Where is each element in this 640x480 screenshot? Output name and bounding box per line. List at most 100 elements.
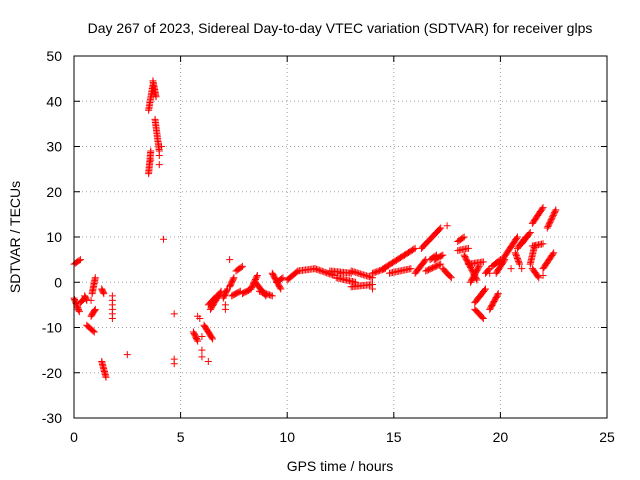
data-point (198, 333, 206, 341)
data-point (371, 268, 379, 276)
data-point (515, 259, 523, 267)
y-tick-label: 20 (46, 184, 62, 200)
data-point (263, 290, 271, 298)
data-point (194, 337, 202, 345)
data-point (485, 266, 493, 274)
x-tick-label: 0 (70, 429, 78, 445)
data-point (237, 263, 245, 271)
data-point (494, 291, 502, 299)
data-point (479, 314, 487, 322)
data-point (318, 267, 326, 275)
data-point (311, 265, 319, 273)
data-point (229, 275, 237, 283)
data-point (279, 274, 287, 282)
data-point (198, 346, 206, 354)
data-point (552, 206, 560, 214)
data-point (464, 244, 472, 252)
chart-title: Day 267 of 2023, Sidereal Day-to-day VTE… (88, 20, 593, 36)
x-tick-label: 15 (386, 429, 402, 445)
data-point (278, 275, 286, 283)
data-point (539, 271, 547, 279)
data-point (479, 258, 487, 266)
data-point (75, 306, 83, 314)
y-tick-label: -20 (42, 365, 62, 381)
y-tick-label: 0 (54, 274, 62, 290)
data-point (226, 256, 234, 264)
data-point (513, 234, 521, 242)
data-point (507, 265, 515, 273)
data-point (194, 312, 202, 320)
x-tick-label: 20 (493, 429, 509, 445)
data-point (539, 204, 547, 212)
data-point (89, 327, 97, 335)
x-tick-label: 10 (279, 429, 295, 445)
data-point (198, 353, 206, 361)
data-point (368, 269, 376, 277)
data-point (91, 307, 99, 315)
data-point (204, 357, 212, 365)
x-tick-label: 25 (599, 429, 615, 445)
y-axis-label: SDTVAR / TECUs (7, 181, 23, 293)
data-point (516, 260, 524, 268)
data-point (315, 266, 323, 274)
data-point (376, 267, 384, 275)
data-point (193, 336, 201, 344)
data-point (549, 250, 557, 258)
data-point (147, 147, 155, 155)
data-point (160, 235, 168, 243)
data-point (265, 291, 273, 299)
data-point (551, 207, 559, 215)
data-point (438, 252, 446, 260)
data-point (534, 272, 542, 280)
tick-labels: 0 5 10 15 20 25 -30 -20 -10 0 10 20 30 40 50 (42, 48, 615, 445)
data-point (370, 269, 378, 277)
data-point (90, 328, 98, 336)
data-point (435, 261, 443, 269)
plot-frame (73, 55, 608, 419)
data-point (525, 230, 533, 238)
data-point (337, 269, 344, 277)
data-point (260, 289, 268, 297)
data-point (276, 284, 284, 292)
data-point (374, 267, 382, 275)
data-point (321, 268, 329, 276)
data-point (123, 351, 131, 359)
data-point (439, 251, 447, 259)
data-point (538, 205, 546, 213)
data-point (368, 285, 376, 293)
data-point (261, 289, 269, 297)
x-tick-label: 5 (177, 429, 185, 445)
data-point (255, 287, 263, 295)
data-point (460, 233, 468, 241)
y-tick-label: 40 (46, 93, 62, 109)
data-point (157, 143, 165, 150)
data-point (102, 373, 110, 381)
data-point (76, 256, 84, 264)
data-point (170, 310, 178, 318)
data-point (253, 271, 261, 279)
data-point (277, 285, 285, 293)
data-point (436, 225, 444, 233)
data-point (447, 274, 455, 282)
y-tick-label: 30 (46, 139, 62, 155)
data-point (221, 305, 229, 313)
data-point (494, 290, 502, 298)
data-point (317, 267, 325, 275)
data-series (70, 77, 560, 381)
data-point (253, 273, 261, 281)
data-point (474, 264, 482, 272)
data-point (475, 262, 483, 270)
data-point (410, 245, 418, 253)
data-point (421, 257, 429, 265)
y-tick-label: -10 (42, 320, 62, 336)
data-point (238, 262, 246, 270)
data-point (155, 152, 163, 160)
data-point (258, 288, 266, 296)
data-point (208, 334, 216, 342)
data-point (100, 290, 108, 298)
data-point (170, 360, 178, 368)
data-point (486, 269, 494, 277)
data-point (459, 234, 467, 242)
